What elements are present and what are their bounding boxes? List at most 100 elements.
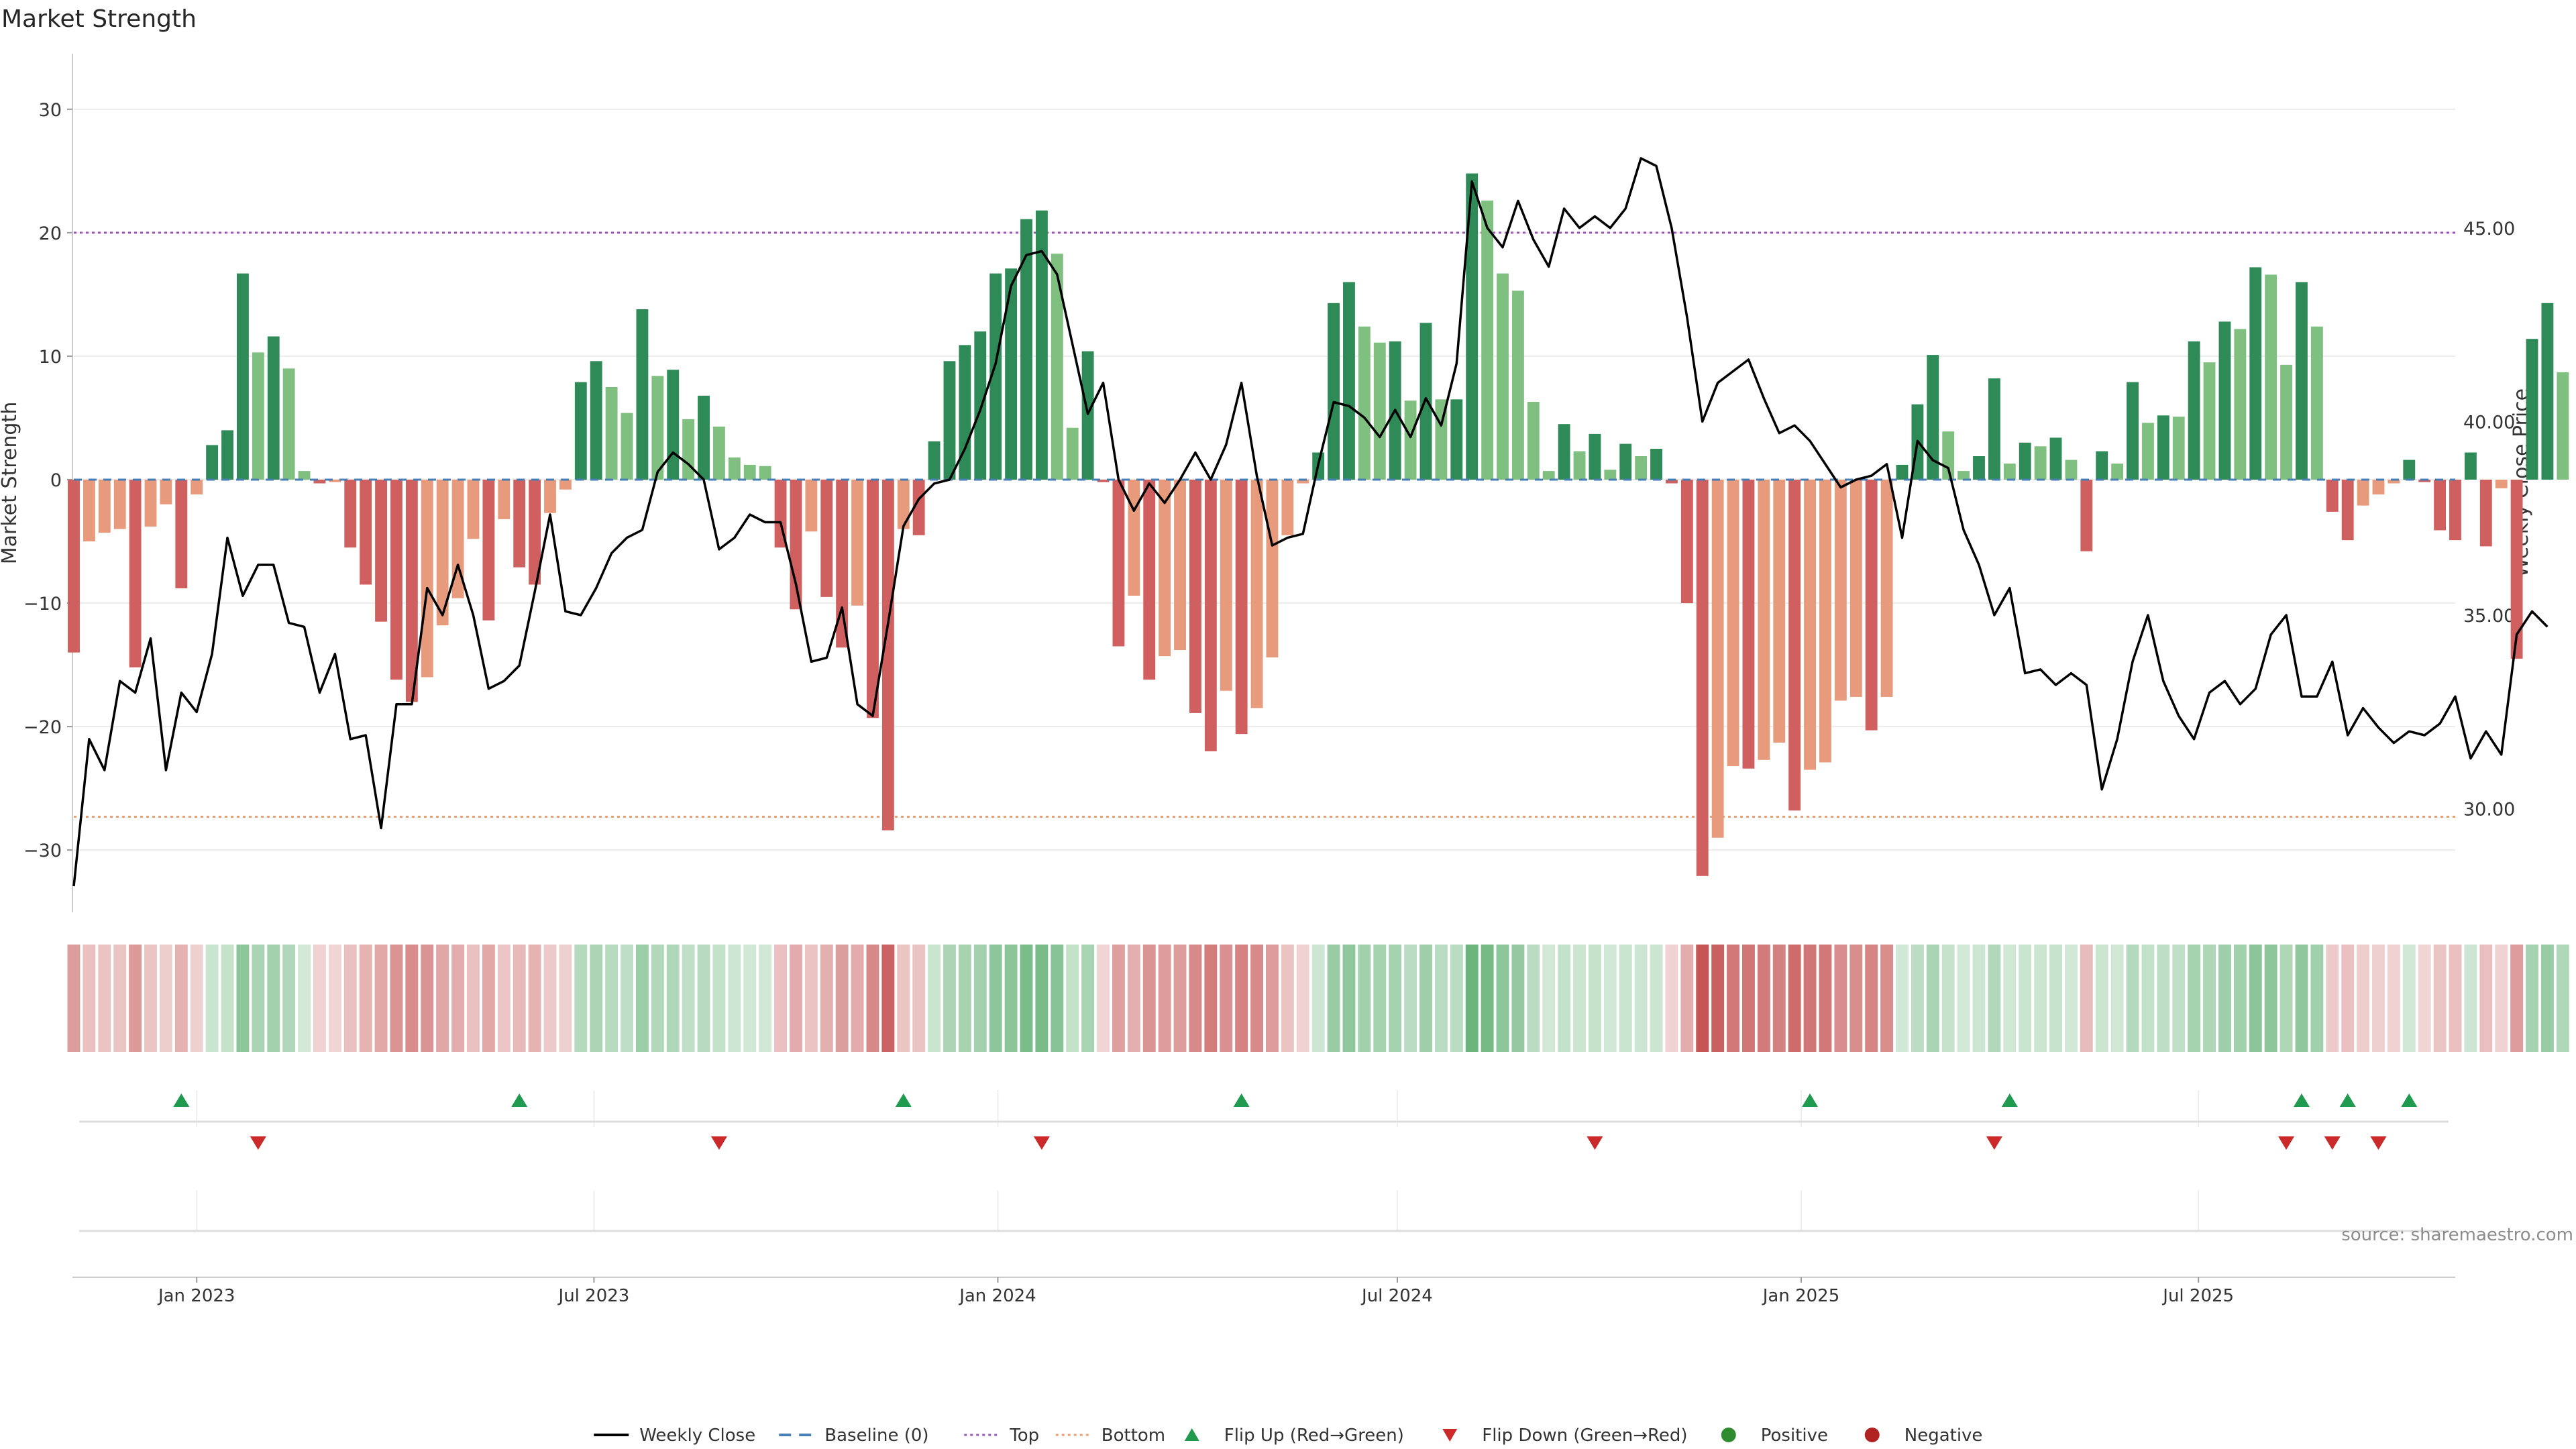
strength-bar [1896, 464, 1909, 480]
y-tick-label: 10 [39, 347, 62, 368]
heatmap-cell [2019, 945, 2032, 1052]
x-tick-label: Jan 2025 [1762, 1286, 1840, 1306]
strength-bar [1189, 480, 1201, 713]
strength-bar [651, 376, 664, 480]
heatmap-cell [1834, 945, 1847, 1052]
strength-bar [759, 466, 771, 480]
heatmap-cell [421, 945, 434, 1052]
flip-up-marker [2293, 1093, 2310, 1107]
legend-item: Top [964, 1426, 1039, 1446]
heatmap-cell [2141, 945, 2155, 1052]
strength-bar [529, 480, 541, 585]
y-tick-label: −30 [23, 841, 62, 861]
heatmap-cell [1511, 945, 1525, 1052]
heatmap-cell [1711, 945, 1725, 1052]
strength-bar [113, 480, 126, 529]
heatmap-cell [1665, 945, 1678, 1052]
strength-bar [2434, 480, 2447, 531]
strength-bar [2127, 382, 2139, 480]
heatmap-cell [1112, 945, 1125, 1052]
heatmap-cell [221, 945, 234, 1052]
strength-bar [820, 480, 833, 597]
heatmap-cell [298, 945, 311, 1052]
heatmap-cell [1204, 945, 1218, 1052]
strength-bar [467, 480, 480, 539]
flip-down-marker [2278, 1136, 2295, 1150]
strength-bar [160, 480, 172, 504]
heatmap-cell [1742, 945, 1755, 1052]
strength-bar [2218, 321, 2231, 480]
strength-bar [1773, 480, 1786, 743]
heatmap-cell [2233, 945, 2247, 1052]
strength-bar [1758, 480, 1770, 760]
heatmap-cell [1066, 945, 1079, 1052]
strength-bar [2557, 372, 2569, 480]
strength-bar [360, 480, 372, 585]
strength-bar [1696, 480, 1709, 876]
strength-bar [390, 480, 402, 680]
heatmap-cell [328, 945, 341, 1052]
strength-bar [836, 480, 849, 648]
heatmap-cell [1342, 945, 1356, 1052]
heatmap-cell [67, 945, 80, 1052]
legend-item: Flip Down (Green→Red) [1442, 1426, 1688, 1446]
heatmap-cell [897, 945, 910, 1052]
heatmap-cell [1373, 945, 1387, 1052]
heatmap-cell [1035, 945, 1049, 1052]
strength-bar [436, 480, 449, 626]
strength-bar [1174, 480, 1186, 650]
heatmap-cell [2372, 945, 2385, 1052]
legend-label: Negative [1904, 1426, 1983, 1446]
strength-bar [282, 368, 295, 480]
y-tick-label: −20 [23, 717, 62, 738]
heatmap-cell [513, 945, 526, 1052]
strength-bar [974, 331, 987, 480]
strength-bar [1511, 290, 1524, 480]
heatmap-cell [682, 945, 695, 1052]
strength-bar [1542, 471, 1555, 480]
heatmap-cell [759, 945, 772, 1052]
strength-bar [1589, 433, 1601, 480]
strength-bar [2049, 437, 2062, 480]
legend-label: Bottom [1102, 1426, 1165, 1446]
heatmap-cell [2095, 945, 2108, 1052]
heatmap-cell [2387, 945, 2400, 1052]
strength-bar [1957, 471, 1970, 480]
strength-bar [1927, 355, 1939, 480]
strength-bar [1666, 480, 1678, 484]
strength-bar [421, 480, 433, 678]
heatmap-cell [282, 945, 296, 1052]
x-tick-label: Jul 2023 [557, 1286, 630, 1306]
y2-tick-label: 45.00 [2463, 219, 2515, 239]
legend-swatch-circle [1864, 1428, 1880, 1442]
y-tick-label: 0 [50, 470, 62, 491]
heatmap-cell [1250, 945, 1263, 1052]
heatmap-cell [190, 945, 203, 1052]
heatmap-cell [2264, 945, 2277, 1052]
strength-bar [1497, 273, 1509, 480]
legend-label: Positive [1761, 1426, 1828, 1446]
legend-item: Negative [1864, 1426, 1983, 1446]
heatmap-cell [2034, 945, 2047, 1052]
flip-down-marker [2324, 1136, 2341, 1150]
heatmap-cell [1097, 945, 1110, 1052]
heatmap-cell [2126, 945, 2139, 1052]
strength-bar [1358, 326, 1371, 480]
strength-heatmap-strip [67, 945, 2569, 1052]
grid-lines [74, 108, 2455, 1231]
strength-bar [851, 480, 863, 606]
strength-bar [252, 352, 264, 480]
strength-bar [636, 309, 649, 480]
heatmap-cell [1680, 945, 1694, 1052]
y-tick-label: −10 [23, 594, 62, 614]
y2-tick-label: 30.00 [2463, 800, 2515, 820]
strength-bar [928, 441, 941, 480]
legend-label: Top [1009, 1426, 1039, 1446]
heatmap-cell [83, 945, 96, 1052]
heatmap-cell [1634, 945, 1648, 1052]
source-attribution: source: sharemaestro.com [2341, 1225, 2573, 1245]
heatmap-cell [543, 945, 557, 1052]
heatmap-cell [1619, 945, 1632, 1052]
reference-lines [74, 231, 2455, 818]
